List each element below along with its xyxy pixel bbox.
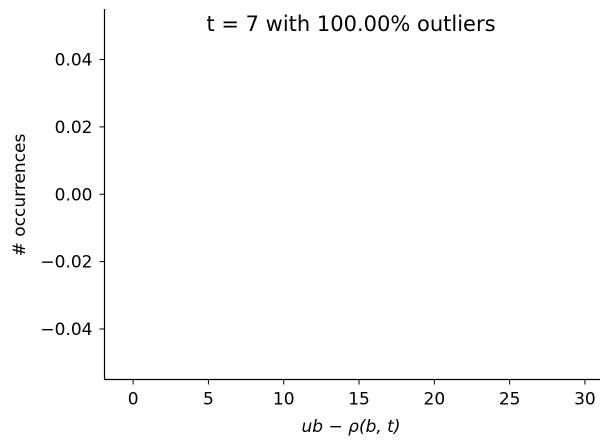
x-tick-label: 15 [348,390,370,410]
x-tick-label: 0 [128,390,139,410]
y-axis-label: # occurrences [10,133,30,256]
x-ticks: 0 5 10 15 20 25 30 [128,379,596,410]
chart-title: t = 7 with 100.00% outliers [206,12,495,36]
y-ticks: 0.04 0.02 0.00 −0.02 −0.04 [40,51,105,340]
x-tick-label: 25 [499,390,521,410]
x-tick-label: 20 [424,390,446,410]
y-tick-label: −0.04 [40,320,92,340]
y-tick-label: 0.02 [55,118,93,138]
y-tick-label: 0.04 [55,51,93,71]
y-tick-label: 0.00 [55,185,93,205]
x-axis-label: ub − ρ(b, t) [302,417,401,437]
y-tick-label: −0.02 [40,253,92,273]
x-tick-label: 5 [203,390,214,410]
x-tick-label: 10 [273,390,295,410]
x-tick-label: 30 [574,390,596,410]
